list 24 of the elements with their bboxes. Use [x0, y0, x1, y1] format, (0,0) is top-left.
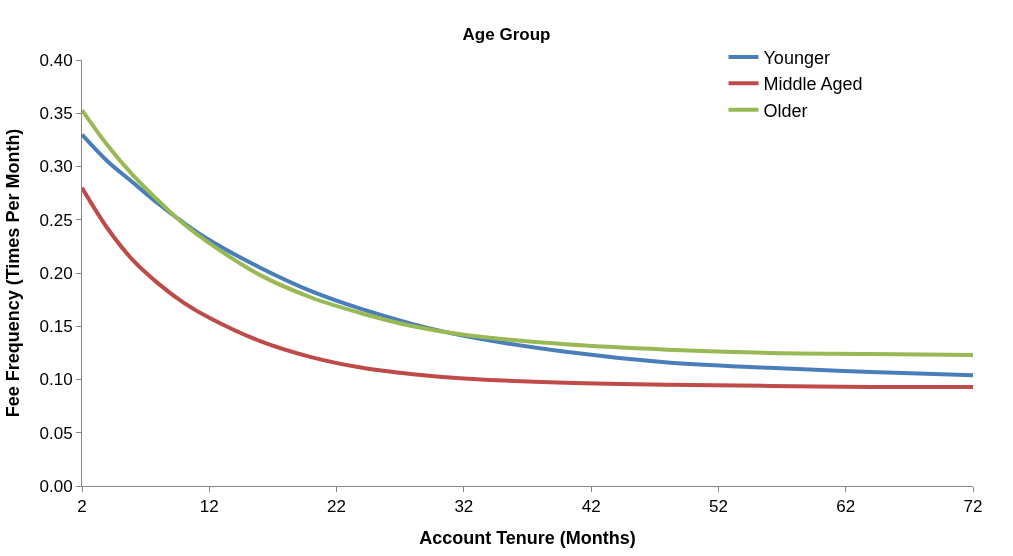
- x-tick-label: 22: [327, 497, 347, 517]
- x-tick-label: 72: [963, 497, 983, 517]
- x-tick-label: 2: [77, 497, 87, 517]
- y-tick-label: 0.40: [39, 50, 73, 70]
- y-tick-label: 0.00: [39, 476, 73, 496]
- y-tick-label: 0.10: [39, 370, 73, 390]
- y-tick-label: 0.15: [39, 317, 73, 337]
- x-tick-label: 42: [581, 497, 601, 517]
- x-tick-label: 62: [836, 497, 856, 517]
- legend-label: Middle Aged: [763, 74, 863, 95]
- y-axis-title: Fee Frequency (Times Per Month): [2, 128, 23, 418]
- y-tick-label: 0.35: [39, 104, 73, 124]
- y-tick-label: 0.25: [39, 210, 73, 230]
- legend-label: Younger: [763, 47, 830, 68]
- legend-label: Older: [763, 100, 808, 121]
- y-tick-label: 0.20: [39, 263, 73, 283]
- chart-title: Age Group: [462, 24, 551, 44]
- y-tick-label: 0.05: [39, 423, 73, 443]
- x-tick-label: 32: [454, 497, 474, 517]
- x-axis-title: Account Tenure (Months): [419, 527, 636, 548]
- line-series: [82, 185, 973, 390]
- x-tick-label: 52: [708, 497, 728, 517]
- x-tick-label: 12: [199, 497, 219, 517]
- y-tick-label: 0.30: [39, 157, 73, 177]
